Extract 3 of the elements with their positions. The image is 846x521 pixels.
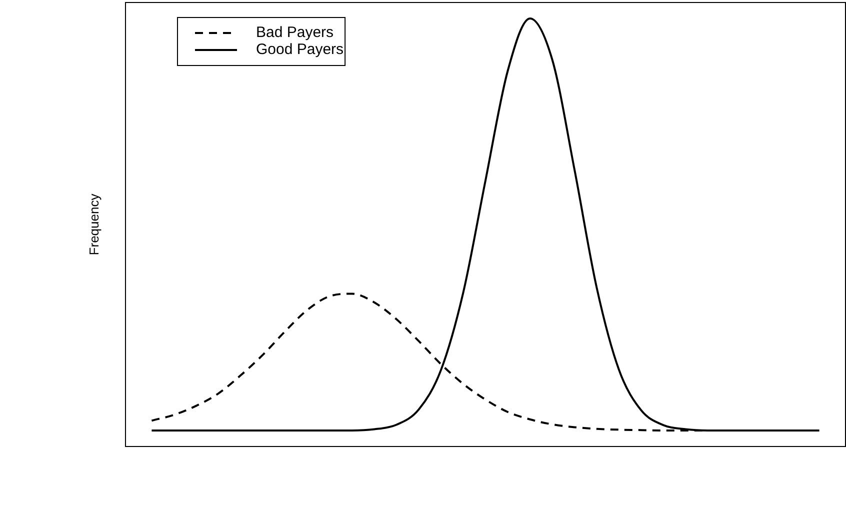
legend-label: Good Payers bbox=[256, 41, 344, 58]
y-axis-title: Frequency bbox=[86, 193, 102, 256]
legend-label: Bad Payers bbox=[256, 24, 334, 42]
